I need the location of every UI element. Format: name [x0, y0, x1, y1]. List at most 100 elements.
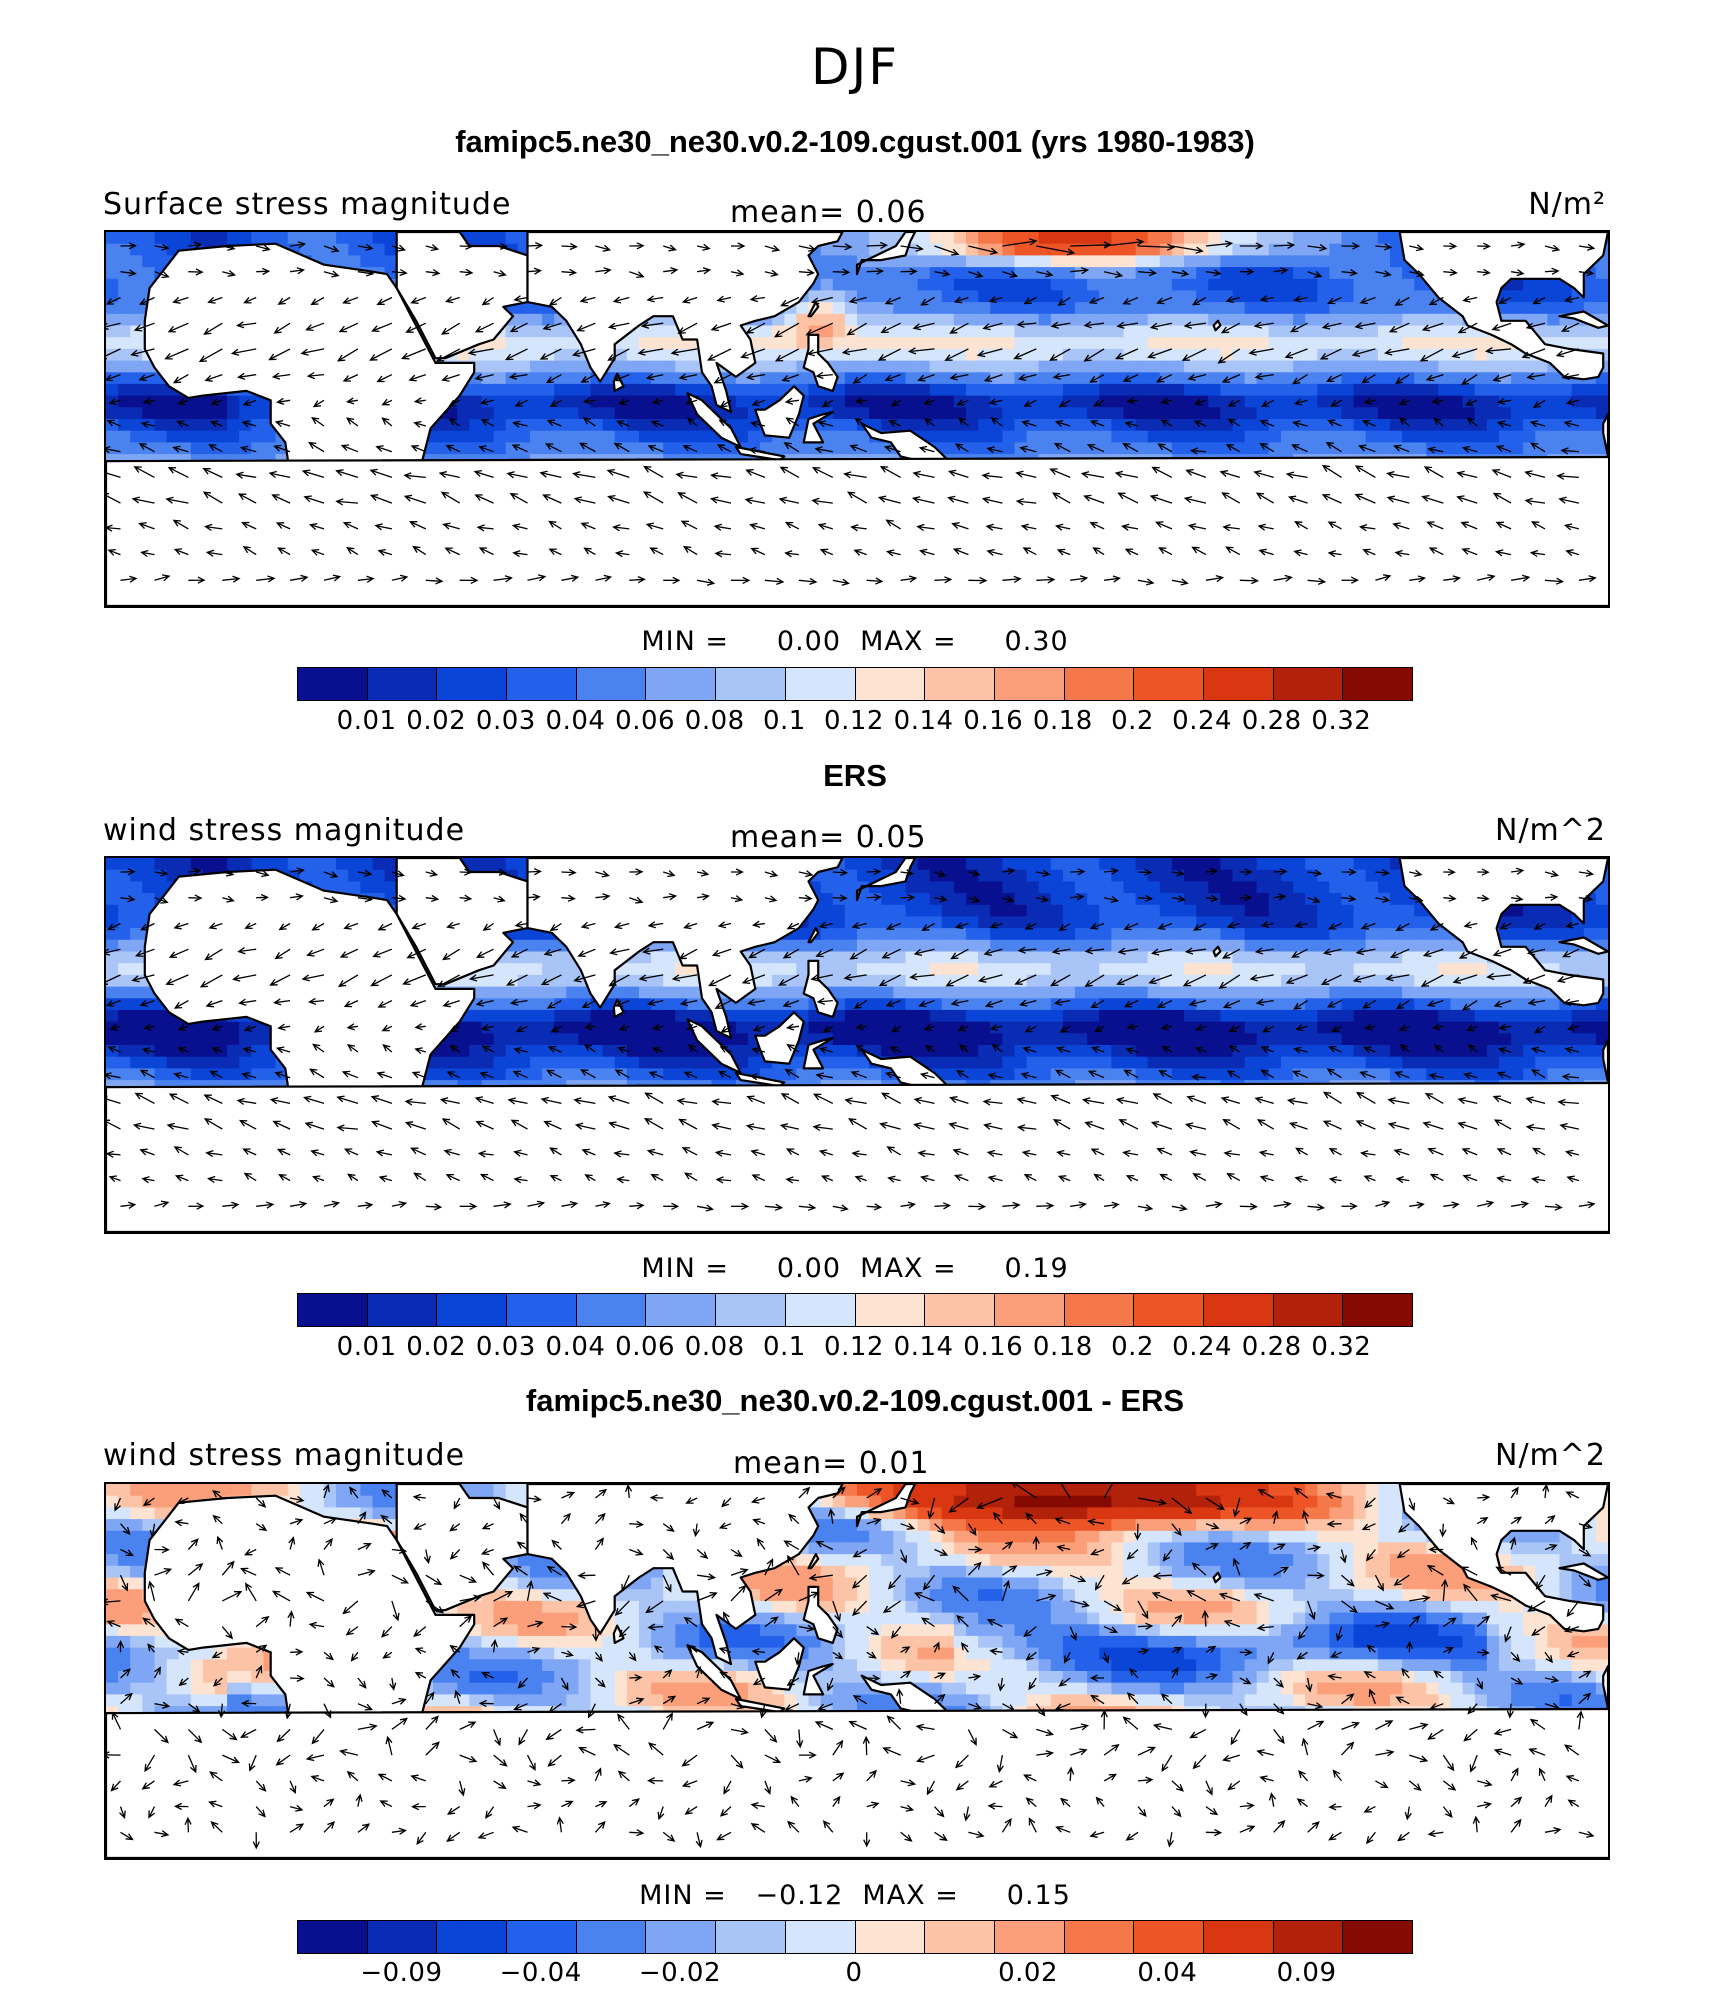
wind-arrow — [912, 322, 935, 331]
wind-arrow — [493, 269, 507, 277]
wind-arrow — [1219, 470, 1240, 479]
wind-arrow — [851, 1574, 868, 1589]
wind-arrow — [1563, 523, 1580, 531]
colorbar-swatch — [1134, 1921, 1204, 1953]
panel-1-minmax: MIN = 0.00 MAX = 0.30 — [641, 626, 1069, 657]
wind-arrow — [1566, 1175, 1580, 1183]
wind-arrow — [1292, 374, 1308, 385]
wind-arrow — [1361, 419, 1376, 427]
wind-arrow — [764, 1616, 779, 1628]
wind-arrow — [810, 974, 833, 982]
wind-arrow — [583, 547, 596, 556]
colorbar-tick-label: 0.08 — [684, 706, 745, 736]
wind-arrow — [1387, 1121, 1410, 1130]
wind-vectors — [106, 867, 1596, 1212]
wind-arrow — [1558, 496, 1580, 504]
wind-arrow — [900, 244, 924, 252]
wind-arrow — [1461, 547, 1478, 556]
wind-arrow — [1152, 1723, 1173, 1731]
wind-arrow — [1395, 1000, 1410, 1010]
wind-arrow — [347, 1173, 359, 1182]
wind-arrow — [752, 1024, 766, 1032]
wind-arrow — [378, 1175, 393, 1183]
wind-arrow — [143, 1023, 155, 1031]
wind-arrow — [1394, 296, 1410, 306]
wind-arrow — [1020, 1071, 1037, 1079]
wind-arrow — [675, 471, 698, 479]
wind-arrow — [662, 1695, 677, 1705]
wind-arrow — [208, 1800, 223, 1808]
wind-arrow — [784, 550, 799, 558]
wind-arrow — [918, 999, 935, 1008]
wind-arrow — [817, 420, 833, 428]
wind-arrow — [1205, 1828, 1223, 1837]
wind-arrow — [696, 1204, 714, 1212]
wind-arrow — [613, 373, 630, 382]
wind-arrow — [1409, 869, 1423, 877]
wind-arrow — [240, 1699, 257, 1708]
wind-arrow — [1036, 576, 1056, 584]
wind-arrow — [1360, 922, 1376, 930]
wind-arrow — [594, 1537, 604, 1550]
wind-arrow — [1461, 1147, 1478, 1156]
wind-arrow — [1504, 1626, 1512, 1643]
wind-arrow — [1058, 1677, 1071, 1687]
wind-arrow — [1012, 1484, 1037, 1499]
wind-arrow — [805, 322, 834, 336]
wind-arrow — [1103, 270, 1124, 279]
wind-arrow — [1493, 1748, 1512, 1756]
wind-arrow — [696, 1549, 709, 1559]
wind-arrow — [900, 1201, 917, 1209]
wind-arrow — [106, 974, 121, 985]
wind-arrow — [425, 1715, 439, 1730]
wind-arrow — [607, 348, 630, 361]
wind-arrow — [1222, 523, 1240, 532]
wind-arrow — [719, 1671, 732, 1679]
wind-arrow — [1433, 1670, 1444, 1679]
wind-arrow — [323, 1703, 332, 1719]
wind-arrow — [375, 1149, 393, 1157]
wind-arrow — [695, 1832, 703, 1849]
wind-arrow — [174, 1174, 189, 1182]
wind-arrow — [752, 1518, 766, 1526]
wind-arrow — [1496, 1175, 1512, 1183]
wind-arrow — [866, 1626, 880, 1636]
wind-arrow — [440, 322, 461, 335]
wind-arrow — [323, 270, 340, 278]
wind-arrow — [1287, 495, 1308, 504]
wind-arrow — [1060, 1484, 1071, 1499]
wind-arrow — [711, 948, 732, 957]
wind-arrow — [1427, 1147, 1444, 1156]
wind-arrow — [527, 1646, 541, 1654]
wind-arrow — [551, 1539, 562, 1550]
wind-arrow — [638, 974, 664, 982]
wind-arrow — [1239, 894, 1253, 902]
panel-1-map-canvas — [106, 232, 1608, 606]
wind-arrow — [120, 1668, 131, 1679]
wind-arrow — [168, 1093, 189, 1104]
wind-arrow — [1578, 1548, 1592, 1557]
wind-arrow — [1307, 271, 1323, 278]
wind-arrow — [642, 491, 664, 504]
wind-arrow — [1162, 1549, 1173, 1562]
wind-arrow — [540, 1096, 562, 1105]
wind-arrow — [1319, 348, 1342, 360]
wind-arrow — [721, 1497, 732, 1508]
wind-arrow — [1578, 1830, 1595, 1838]
wind-arrow — [120, 1548, 134, 1557]
panel-2-colorbar-ticks: 0.01 0.02 0.03 0.04 0.06 0.08 0.1 0.12 0.14 0.16 0… — [297, 1332, 1411, 1364]
wind-arrow — [1239, 1517, 1253, 1525]
wind-arrow — [1439, 1523, 1447, 1538]
wind-arrow — [1166, 1832, 1175, 1848]
wind-arrow — [479, 1173, 494, 1182]
wind-arrow — [1015, 498, 1037, 506]
wind-arrow — [120, 1831, 134, 1841]
wind-arrow — [339, 948, 359, 958]
wind-arrow — [749, 1073, 765, 1081]
wind-arrow — [1325, 441, 1342, 453]
wind-arrow — [1103, 1773, 1117, 1782]
wind-arrow — [621, 1574, 630, 1593]
wind-arrow — [783, 1540, 800, 1551]
wind-arrow — [481, 296, 494, 306]
wind-arrow — [346, 1770, 359, 1782]
